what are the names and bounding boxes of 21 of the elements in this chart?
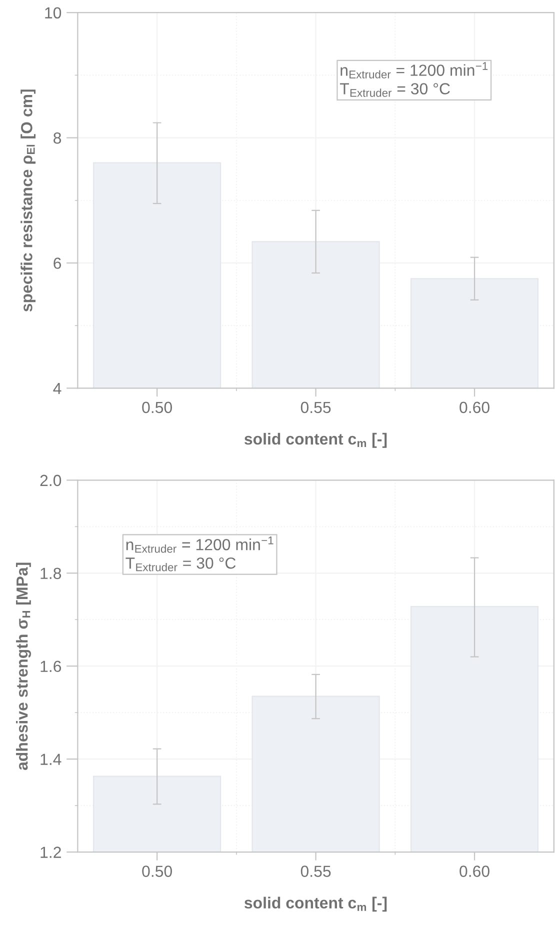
- y-tick-label: 6: [54, 258, 62, 269]
- y-tick-label: 1.4: [40, 754, 62, 765]
- x-tick-label: 0.60: [460, 402, 490, 414]
- y-axis-title: adhesive strength σ$_{H}$ [MPa]: [16, 562, 31, 770]
- x-tick-label: 0.55: [300, 866, 331, 877]
- text: n$_{Extruder}$ = 1200 min$^{−1}$ T$_{Extruder}$ = 30 °C: [340, 62, 488, 97]
- x-tick-label: 0.55: [300, 402, 331, 414]
- x-axis-title: solid content c$_{m}$ [-]: [244, 432, 387, 448]
- y-tick-label: 10: [45, 7, 62, 19]
- y-tick-label: 1.8: [40, 568, 62, 580]
- x-tick-label: 0.50: [142, 866, 172, 877]
- y-tick-label: 1.6: [40, 660, 62, 672]
- y-tick-label: 8: [54, 132, 62, 144]
- text: n$_{Extruder}$ = 1200 min$^{−1}$ T$_{Extruder}$ = 30 °C: [126, 536, 274, 572]
- y-tick-label: 1.2: [40, 846, 61, 858]
- y-tick-label: 4: [53, 382, 62, 394]
- x-axis-title: solid content c$_{m}$ [-]: [244, 896, 387, 912]
- y-axis-title: specific resistance ρ$_{El}$ [O cm]: [20, 90, 36, 312]
- x-tick-label: 0.50: [142, 402, 172, 414]
- y-tick-label: 2.0: [40, 474, 62, 486]
- x-tick-label: 0.60: [460, 866, 490, 877]
